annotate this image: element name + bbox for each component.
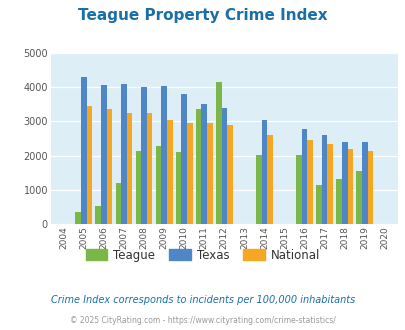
Bar [256,155,261,224]
Bar [327,144,332,224]
Bar [75,213,81,224]
Bar [86,106,92,224]
Bar [101,85,107,224]
Bar [115,183,121,224]
Bar [95,206,101,224]
Bar [166,120,172,224]
Bar [315,184,321,224]
Text: © 2025 CityRating.com - https://www.cityrating.com/crime-statistics/: © 2025 CityRating.com - https://www.city… [70,316,335,325]
Bar [126,113,132,224]
Bar [221,108,226,224]
Bar [201,104,207,224]
Bar [207,123,212,224]
Text: Teague Property Crime Index: Teague Property Crime Index [78,8,327,23]
Bar [141,87,147,224]
Bar [81,77,86,224]
Bar [181,94,187,224]
Bar [155,147,161,224]
Bar [307,140,312,224]
Bar [226,125,232,224]
Bar [356,171,361,224]
Bar [301,129,307,224]
Bar [261,120,266,224]
Bar [295,155,301,224]
Bar [321,135,327,224]
Bar [195,110,201,224]
Bar [347,149,352,224]
Bar [175,152,181,224]
Bar [147,113,152,224]
Bar [335,180,341,224]
Legend: Teague, Texas, National: Teague, Texas, National [81,244,324,266]
Bar [187,123,192,224]
Bar [107,110,112,224]
Text: Crime Index corresponds to incidents per 100,000 inhabitants: Crime Index corresponds to incidents per… [51,295,354,305]
Bar [121,84,126,224]
Bar [367,151,372,224]
Bar [361,142,367,224]
Bar [341,142,347,224]
Bar [215,82,221,224]
Bar [266,135,272,224]
Bar [161,86,166,224]
Bar [135,150,141,224]
